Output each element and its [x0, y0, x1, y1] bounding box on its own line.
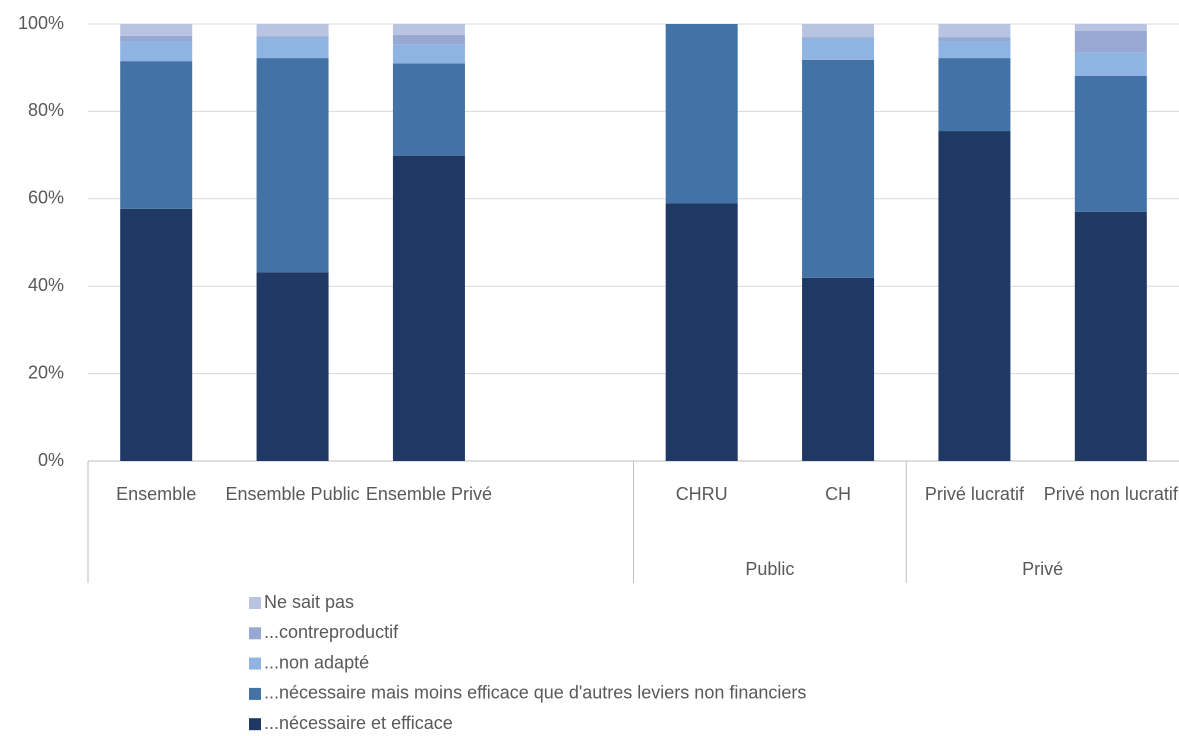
- bar-segment: [120, 61, 193, 209]
- bar-segment: [802, 37, 875, 39]
- y-tick-label: 20%: [28, 362, 64, 382]
- x-tick-label: Ensemble: [116, 484, 197, 504]
- bar-segment: [120, 24, 193, 36]
- y-tick-label: 100%: [18, 13, 64, 33]
- legend-label: Ne sait pas: [264, 592, 354, 612]
- x-tick-label: CH: [825, 484, 852, 504]
- bar-segment: [1074, 24, 1147, 31]
- y-tick-label: 60%: [28, 188, 64, 208]
- legend-swatch: [249, 597, 261, 609]
- bar-segment: [392, 34, 465, 45]
- bar-segment: [1074, 30, 1147, 53]
- x-tick-label: Ensemble Public: [225, 484, 360, 504]
- bar-segment: [665, 24, 738, 204]
- legend-label: ...contreproductif: [264, 622, 399, 642]
- bar-segment: [665, 203, 738, 462]
- bar-segment: [1074, 76, 1147, 212]
- bar-segment: [802, 38, 875, 60]
- x-tick-label: Ensemble Privé: [365, 484, 492, 504]
- bar-segment: [256, 36, 329, 38]
- legend-label: ...nécessaire et efficace: [264, 713, 453, 733]
- y-tick-label: 80%: [28, 100, 64, 120]
- x-tick-label: CHRU: [675, 484, 728, 504]
- bar-segment: [392, 63, 465, 156]
- bar-segment: [802, 277, 875, 461]
- bar-segment: [120, 208, 193, 461]
- bar-segment: [938, 58, 1011, 132]
- bar-segment: [938, 37, 1011, 42]
- legend-swatch: [249, 718, 261, 731]
- bar-segment: [938, 41, 1011, 59]
- bar-segment: [256, 24, 329, 37]
- legend-swatch: [249, 687, 261, 700]
- y-tick-label: 40%: [28, 275, 64, 295]
- bar-segment: [120, 35, 193, 42]
- y-tick-label: 0%: [38, 450, 64, 470]
- bar-segment: [392, 44, 465, 64]
- bar-segment: [1074, 52, 1147, 77]
- bar-segment: [938, 131, 1011, 461]
- legend-swatch: [249, 627, 261, 640]
- bar-segment: [120, 41, 193, 62]
- x-tick-label: Privé lucratif: [924, 484, 1024, 504]
- bar-segment: [802, 24, 875, 38]
- bar-segment: [256, 37, 329, 59]
- bar-segment: [1074, 211, 1147, 461]
- bar-segment: [802, 59, 875, 278]
- group-label: Public: [745, 559, 794, 579]
- group-label: Privé: [1022, 559, 1063, 579]
- bar-segment: [938, 24, 1011, 38]
- bar-segment: [392, 24, 465, 35]
- legend-label: ...nécessaire mais moins efficace que d'…: [264, 683, 806, 703]
- bar-segment: [256, 58, 329, 273]
- legend-swatch: [249, 657, 261, 670]
- legend-label: ...non adapté: [264, 652, 369, 672]
- x-tick-label: Privé non lucratif: [1043, 484, 1178, 504]
- bar-segment: [392, 155, 465, 461]
- bar-segment: [256, 272, 329, 461]
